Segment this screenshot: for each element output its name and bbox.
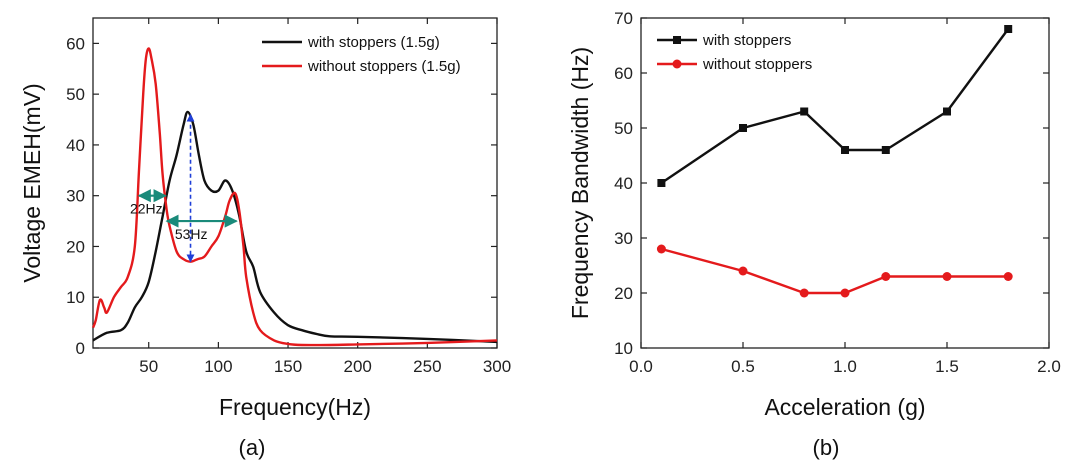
data-point-circle	[799, 288, 809, 298]
x-tick-label: 50	[139, 357, 158, 376]
x-tick-label: 250	[413, 357, 441, 376]
x-tick-label: 2.0	[1037, 357, 1061, 376]
legend-label: without stoppers (1.5g)	[307, 58, 461, 75]
data-point-circle	[656, 244, 666, 254]
y-tick-label: 50	[614, 119, 633, 138]
y-tick-label: 40	[66, 136, 85, 155]
y-tick-label: 30	[614, 229, 633, 248]
chart-a-ticks: 50 100 150 200 250 300 0 10 20 30 40 50 60	[66, 18, 511, 376]
data-point-square	[881, 146, 890, 154]
y-tick-label: 20	[66, 237, 85, 256]
chart-a-series	[91, 47, 498, 347]
series-line-with-stoppers	[92, 110, 498, 344]
data-point-circle	[881, 272, 891, 281]
y-tick-label: 40	[614, 174, 633, 193]
chart-a-xlabel: Frequency(Hz)	[219, 394, 371, 420]
x-tick-label: 1.5	[935, 357, 959, 376]
y-tick-label: 30	[66, 187, 85, 206]
data-point-square	[800, 107, 809, 116]
series-line-with-stoppers	[660, 28, 1010, 184]
x-tick-label: 0.0	[629, 357, 653, 376]
y-tick-label: 20	[614, 284, 633, 303]
data-point-square	[943, 107, 951, 116]
data-point-circle	[738, 266, 748, 276]
x-tick-label: 200	[344, 357, 372, 376]
chart-a-ylabel: Voltage EMEH(mV)	[19, 83, 45, 282]
x-tick-label: 100	[204, 357, 232, 376]
chart-b-series	[656, 25, 1013, 298]
y-tick-label: 10	[66, 288, 85, 307]
bandwidth-label: 22Hz	[130, 201, 163, 217]
chart-b-xlabel: Acceleration (g)	[764, 394, 925, 420]
series-line-without-stoppers	[91, 47, 498, 347]
legend-label: with stoppers (1.5g)	[307, 34, 440, 51]
data-point-circle	[942, 272, 952, 281]
y-tick-label: 10	[614, 339, 633, 358]
y-tick-label: 70	[614, 9, 633, 28]
data-point-circle	[1003, 272, 1013, 281]
legend-label: with stoppers	[702, 32, 791, 49]
y-tick-label: 0	[76, 339, 85, 358]
chart-a-plot-frame	[92, 17, 498, 349]
y-tick-label: 60	[66, 34, 85, 53]
data-point-square	[841, 146, 849, 154]
x-tick-label: 1.0	[833, 357, 857, 376]
x-tick-label: 0.5	[731, 357, 755, 376]
data-point-square	[657, 179, 666, 187]
y-tick-label: 60	[614, 64, 633, 83]
chart-b-ticks: 0.0 0.5 1.0 1.5 2.0 10 20 30 40 50 60 70	[614, 9, 1061, 376]
chart-a-legend: with stoppers (1.5g) without stoppers (1.…	[262, 34, 461, 75]
x-tick-label: 300	[483, 357, 511, 376]
data-point-square	[1004, 25, 1013, 33]
chart-b-legend: with stoppers without stoppers	[657, 32, 812, 73]
series-line-without-stoppers	[661, 247, 1009, 295]
legend-marker-square	[673, 36, 681, 44]
chart-b-panel-label: (b)	[813, 435, 840, 460]
chart-b-ylabel: Frequency Bandwidth (Hz)	[567, 47, 593, 319]
data-point-circle	[840, 288, 850, 298]
chart-a-panel-label: (a)	[239, 435, 266, 460]
data-point-square	[739, 124, 747, 132]
y-tick-label: 50	[66, 85, 85, 104]
legend-marker-circle	[672, 59, 682, 69]
x-tick-label: 150	[274, 357, 302, 376]
chart-b: 0.0 0.5 1.0 1.5 2.0 10 20 30 40 50 60 70 with stopp…	[567, 9, 1061, 460]
legend-label: without stoppers	[702, 56, 812, 73]
